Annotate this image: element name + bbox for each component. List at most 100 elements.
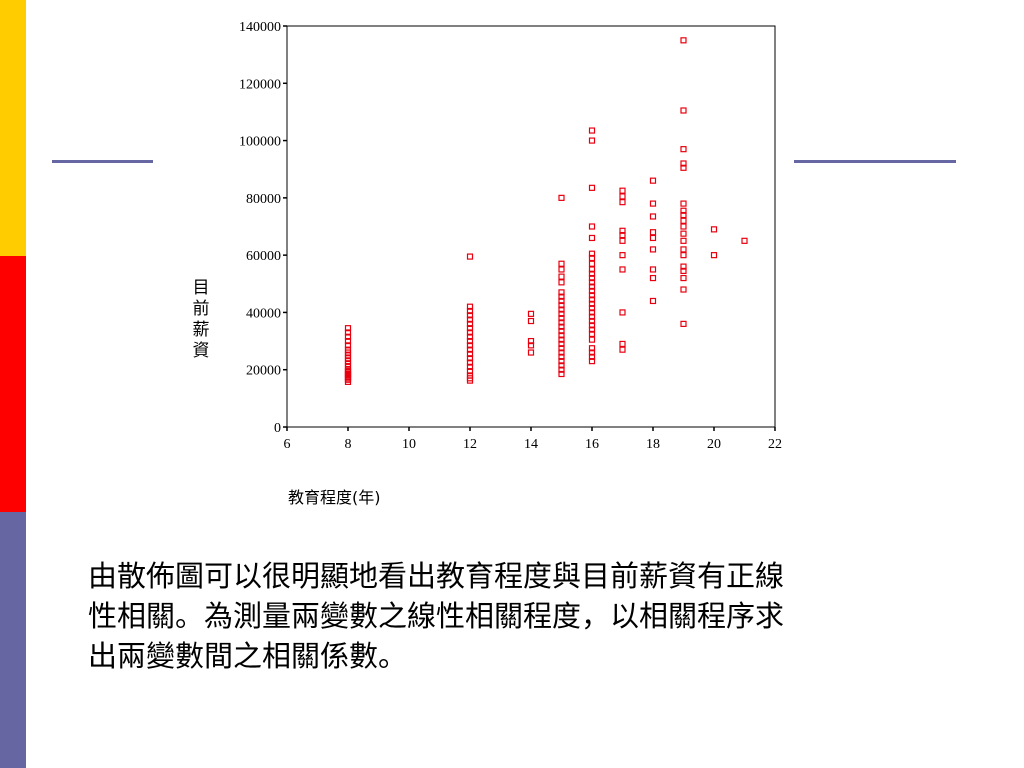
data-point-42 <box>527 342 535 349</box>
x-tick-label-5: 16 <box>585 437 599 452</box>
data-point-59 <box>558 315 565 322</box>
data-point-120 <box>680 320 687 327</box>
y-axis: 0 20000 40000 60000 80000 100000 120000 140000 <box>239 20 287 436</box>
data-point-81 <box>588 309 596 316</box>
data-point-79 <box>588 317 596 325</box>
body-paragraph: 由散佈圖可以很明顯地看出教育程度與目前薪資有正線 性相關。為測量兩變數之線性相關… <box>88 556 918 676</box>
data-point-86 <box>588 287 596 295</box>
data-point-75 <box>588 336 596 343</box>
data-point-73 <box>588 349 596 356</box>
data-point-107 <box>619 227 626 234</box>
plot-frame <box>286 25 776 428</box>
x-tick-label-4: 14 <box>524 437 538 452</box>
data-point-92 <box>588 260 596 267</box>
data-point-37 <box>466 312 474 319</box>
y-tick-label-6: 120000 <box>239 77 281 92</box>
data-point-40 <box>466 253 474 260</box>
body-line-3: 出兩變數間之相關係數。 <box>88 639 408 673</box>
x-tick-label-8: 22 <box>768 437 782 452</box>
data-point-95 <box>588 234 596 242</box>
data-point-139 <box>710 252 718 259</box>
data-point-115 <box>649 234 657 242</box>
body-line-1: 由散佈圖可以很明顯地看出教育程度與目前薪資有正線 <box>88 559 785 593</box>
y-tick-label-4: 80000 <box>246 192 281 207</box>
data-point-49 <box>558 358 565 365</box>
data-point-94 <box>588 250 596 257</box>
data-point-62 <box>558 302 565 309</box>
data-point-43 <box>527 337 535 345</box>
x-tick-label-3: 12 <box>463 437 477 452</box>
data-point-28 <box>466 350 474 358</box>
data-point-70 <box>558 194 565 201</box>
data-point-54 <box>558 336 565 343</box>
data-point-55 <box>558 332 565 339</box>
data-point-38 <box>466 307 474 315</box>
data-point-50 <box>558 353 565 360</box>
data-point-33 <box>466 329 474 336</box>
y-tick-label-2: 40000 <box>246 306 281 321</box>
data-point-131 <box>680 211 687 219</box>
data-point-61 <box>558 306 565 313</box>
data-point-135 <box>680 160 687 167</box>
data-point-19 <box>344 329 352 336</box>
x-tick-label-0: 6 <box>284 437 291 452</box>
y-axis-label-char-3: 資 <box>192 341 210 361</box>
data-points <box>344 37 748 385</box>
data-point-26 <box>466 359 474 366</box>
data-point-112 <box>649 274 657 282</box>
y-axis-label: 目前薪資 <box>190 278 212 362</box>
data-point-106 <box>619 231 626 239</box>
data-point-52 <box>558 345 565 352</box>
y-tick-label-7: 140000 <box>239 20 281 35</box>
data-point-20 <box>344 325 352 332</box>
data-point-46 <box>558 370 565 378</box>
data-point-31 <box>466 337 474 345</box>
x-tick-label-2: 10 <box>402 437 416 452</box>
y-axis-label-char-2: 薪 <box>192 320 210 340</box>
data-point-34 <box>466 325 474 332</box>
data-point-56 <box>558 327 565 335</box>
data-point-63 <box>558 297 565 305</box>
data-point-93 <box>588 254 596 262</box>
data-point-105 <box>619 237 626 244</box>
data-point-125 <box>680 252 687 259</box>
title-rule-right <box>794 160 956 163</box>
data-point-110 <box>619 187 626 194</box>
data-point-99 <box>588 127 596 134</box>
data-point-111 <box>649 297 657 305</box>
data-point-116 <box>649 229 657 236</box>
data-point-101 <box>619 340 626 348</box>
title-rule-left <box>52 160 153 163</box>
data-point-141 <box>741 237 748 244</box>
data-point-118 <box>649 200 657 207</box>
data-point-45 <box>527 310 535 317</box>
data-point-35 <box>466 320 474 327</box>
data-point-104 <box>619 252 626 259</box>
data-point-82 <box>588 305 596 312</box>
data-point-121 <box>680 286 687 293</box>
data-point-113 <box>649 266 657 273</box>
data-point-47 <box>558 366 565 373</box>
data-point-109 <box>619 193 626 200</box>
data-point-51 <box>558 349 565 356</box>
y-axis-label-char-0: 目 <box>192 278 210 298</box>
data-point-53 <box>558 340 565 348</box>
x-tick-label-6: 18 <box>646 437 660 452</box>
x-axis-label: 教育程度(年) <box>288 488 381 507</box>
data-point-29 <box>466 346 474 353</box>
data-point-36 <box>466 316 474 323</box>
data-point-65 <box>558 289 565 296</box>
data-point-91 <box>588 266 596 273</box>
data-point-85 <box>588 292 596 299</box>
left-accent-bar-red <box>0 256 26 512</box>
y-axis-label-char-1: 前 <box>192 299 210 319</box>
x-tick-label-7: 20 <box>707 437 721 452</box>
data-point-103 <box>619 266 626 273</box>
data-point-136 <box>680 146 687 153</box>
data-point-60 <box>558 310 565 317</box>
data-point-83 <box>588 300 596 307</box>
data-point-124 <box>680 263 687 270</box>
data-point-32 <box>466 333 474 340</box>
data-point-88 <box>588 279 596 286</box>
